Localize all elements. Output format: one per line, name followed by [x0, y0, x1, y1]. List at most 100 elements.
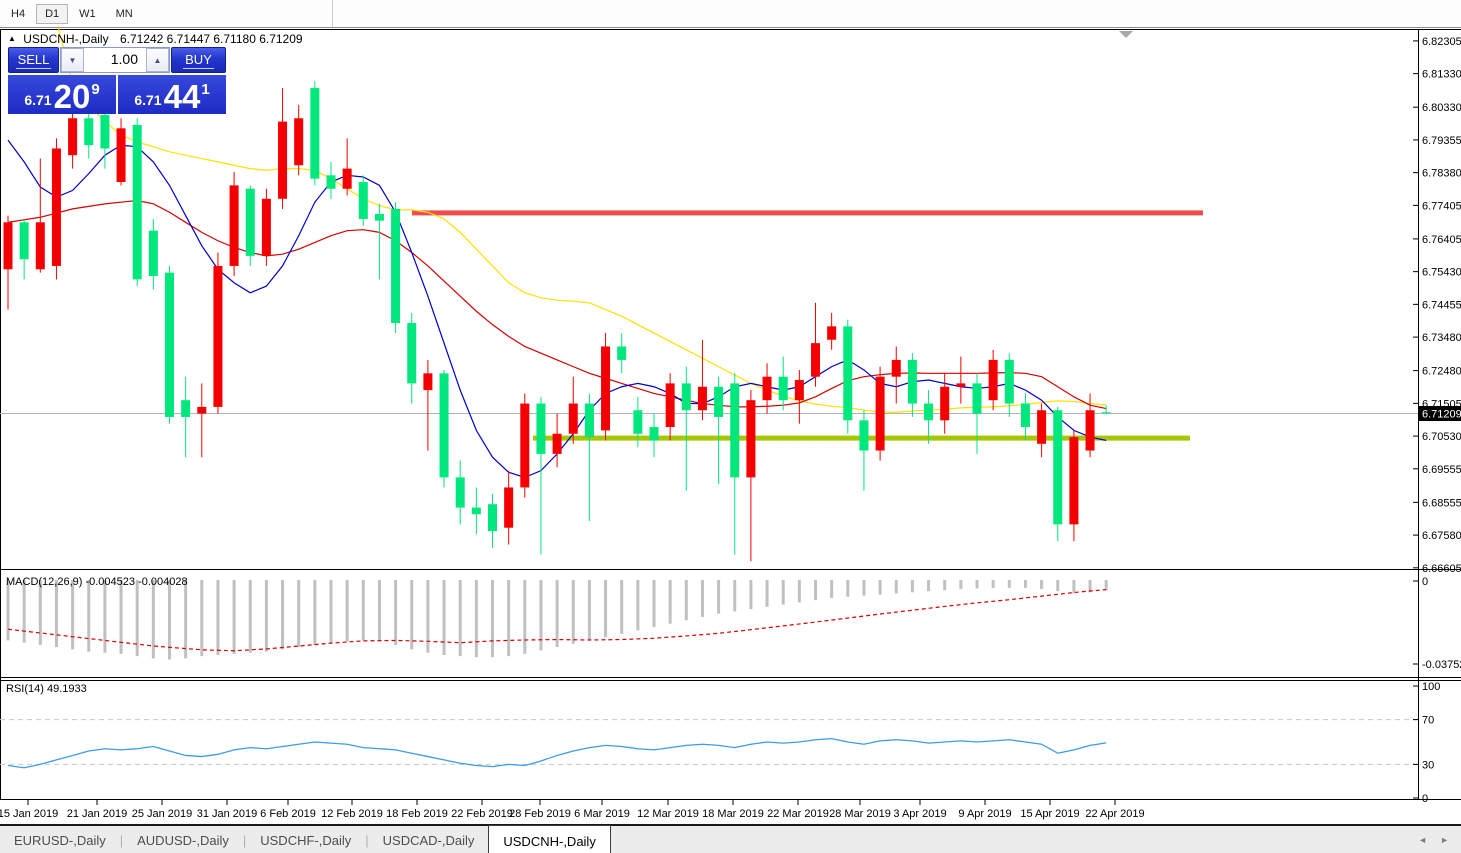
timeframe-tab-d1[interactable]: D1 — [36, 3, 69, 24]
candle — [391, 202, 401, 334]
tab-scroll-right-icon[interactable]: ► — [1440, 835, 1449, 845]
candle-body — [245, 188, 255, 256]
candle — [326, 161, 336, 199]
current-price-label: 6.71209 — [1422, 409, 1461, 421]
candle — [229, 171, 239, 277]
candle-body — [811, 343, 820, 377]
candle — [778, 356, 788, 411]
macd-signal-line — [7, 589, 1107, 652]
candle-body — [1101, 412, 1111, 414]
candle — [601, 333, 611, 441]
candle — [859, 410, 869, 491]
volume-increase-button[interactable]: ▲ — [146, 48, 169, 72]
volume-decrease-button[interactable]: ▼ — [61, 48, 84, 72]
candle-body — [51, 148, 61, 266]
candle — [746, 390, 756, 562]
candle — [520, 393, 530, 498]
candle-body — [1085, 410, 1095, 451]
current-price-box — [1419, 406, 1461, 421]
candle — [132, 118, 142, 287]
candle-body — [19, 222, 29, 260]
chart-symbol-label: USDCNH-,Daily — [23, 32, 109, 46]
candle — [552, 413, 562, 468]
symbol-tab-bar: EURUSD-,Daily | AUDUSD-,Daily | USDCHF-,… — [0, 824, 1461, 853]
candle — [261, 188, 271, 266]
rsi-indicator-label: RSI(14) 49.1933 — [6, 683, 87, 695]
candle-body — [326, 175, 336, 189]
candle — [633, 396, 643, 448]
candle — [213, 252, 223, 414]
chart-title: ▲ USDCNH-,Daily 6.71242 6.71447 6.71180 … — [8, 32, 303, 46]
candle-body — [843, 326, 853, 421]
candle-body — [35, 222, 45, 270]
sell-price-box[interactable]: 6.71 20 9 — [8, 75, 116, 114]
symbol-tab-usdcnh[interactable]: USDCNH-,Daily — [488, 825, 611, 853]
candle-body — [148, 230, 158, 277]
candle-body — [730, 383, 740, 478]
rsi-line — [7, 737, 1107, 769]
tab-scroll-left-icon[interactable]: ◄ — [1418, 835, 1427, 845]
symbol-tab-usdchf[interactable]: USDCHF-,Daily — [260, 833, 352, 848]
candle — [1020, 393, 1030, 441]
date-axis-label: 15 Jan 2019 — [0, 808, 58, 820]
sell-button[interactable]: SELL — [8, 47, 59, 73]
volume-input[interactable]: 1.00 — [110, 51, 138, 67]
collapse-triangle-icon[interactable]: ▲ — [8, 34, 16, 43]
buy-button[interactable]: BUY — [171, 47, 226, 73]
candle-body — [455, 477, 465, 508]
symbol-tab-audusd[interactable]: AUDUSD-,Daily — [137, 833, 229, 848]
candle-body — [924, 403, 934, 421]
price-axis-label: 6.79355 — [1422, 135, 1461, 147]
date-axis-label: 15 Apr 2019 — [1020, 808, 1079, 820]
candle-body — [197, 406, 207, 414]
timeframe-tab-mn[interactable]: MN — [115, 7, 133, 20]
candle — [197, 383, 207, 458]
candle — [278, 88, 288, 209]
candle-body — [358, 182, 368, 219]
resistance-line — [412, 210, 1203, 216]
price-axis-label: 6.72480 — [1422, 366, 1461, 378]
candle — [843, 319, 853, 434]
candle — [714, 376, 724, 485]
candle-body — [697, 386, 707, 411]
candle — [536, 396, 546, 555]
candle — [51, 138, 61, 280]
candle-body — [1053, 410, 1063, 525]
symbol-tab-usdcad[interactable]: USDCAD-,Daily — [382, 833, 475, 848]
candle-body — [714, 386, 724, 417]
candle — [875, 366, 885, 461]
timeframe-tab-w1[interactable]: W1 — [79, 7, 96, 20]
candle-body — [213, 265, 223, 407]
price-axis-label: 6.68555 — [1422, 497, 1461, 509]
timeframe-bar: H4 D1 W1 MN — [0, 0, 1461, 28]
candle-body — [940, 386, 950, 421]
date-axis-label: 12 Mar 2019 — [637, 808, 699, 820]
ask-price-pip-digit: 1 — [201, 81, 210, 98]
candle-body — [778, 376, 788, 401]
rsi-axis-label: 30 — [1422, 759, 1434, 771]
candle — [471, 487, 481, 535]
volume-spinner: ▼ 1.00 ▲ — [60, 47, 170, 73]
candle-body — [907, 359, 917, 404]
candle-body — [859, 420, 869, 451]
timeframe-tab-h4[interactable]: H4 — [11, 7, 26, 20]
candle — [988, 349, 998, 411]
date-axis-label: 12 Feb 2019 — [321, 808, 383, 820]
rsi-axis-label: 70 — [1422, 715, 1434, 727]
candle — [617, 333, 627, 374]
candle — [649, 413, 659, 458]
candle — [891, 346, 901, 404]
candle-body — [584, 403, 594, 438]
candle-body — [956, 383, 966, 387]
candle — [681, 366, 691, 491]
candle — [665, 373, 675, 441]
candle-body — [1037, 410, 1047, 444]
symbol-tab-eurusd[interactable]: EURUSD-,Daily — [14, 833, 106, 848]
buy-button-label: BUY — [183, 51, 214, 69]
candle-body — [181, 400, 191, 417]
candle-body — [972, 383, 982, 414]
buy-price-box[interactable]: 6.71 44 1 — [118, 75, 226, 114]
date-axis-label: 3 Apr 2019 — [893, 808, 946, 820]
candle-body — [520, 403, 530, 488]
